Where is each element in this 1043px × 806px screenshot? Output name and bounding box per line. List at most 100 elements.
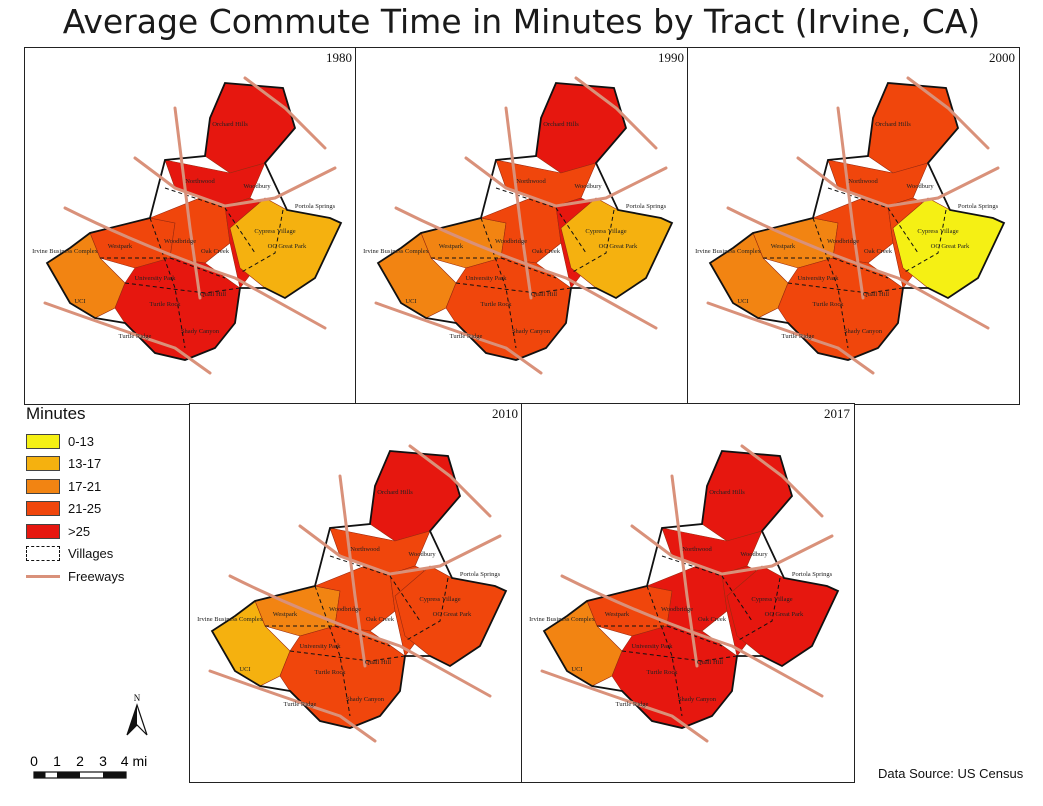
city-boundary bbox=[708, 82, 1006, 361]
place-label: Oak Creek bbox=[864, 248, 893, 255]
legend: Minutes 0-13 13-17 17-21 21-25 >25 Villa… bbox=[26, 404, 186, 588]
place-label: University Park bbox=[466, 275, 508, 282]
legend-title: Minutes bbox=[26, 404, 86, 423]
legend-swatch bbox=[26, 523, 60, 539]
legend-item: 21-25 bbox=[26, 498, 186, 521]
place-label: Orchard Hills bbox=[377, 489, 413, 496]
village-boundary bbox=[289, 650, 406, 662]
place-label: OC Great Park bbox=[268, 243, 307, 250]
place-label: OC Great Park bbox=[599, 243, 638, 250]
legend-item: >25 bbox=[26, 520, 186, 543]
village-boundary bbox=[621, 650, 738, 662]
place-label: Turtle Ridge bbox=[782, 333, 815, 340]
legend-item: 17-21 bbox=[26, 475, 186, 498]
place-label: Orchard Hills bbox=[212, 121, 248, 128]
place-label: Westpark bbox=[108, 243, 133, 250]
place-label: Portola Springs bbox=[295, 203, 336, 210]
freeway-line bbox=[836, 106, 865, 300]
village-boundary bbox=[124, 282, 241, 294]
place-label: University Park bbox=[300, 643, 342, 650]
villages-swatch bbox=[26, 546, 60, 562]
village-boundary bbox=[265, 625, 391, 647]
village-boundary bbox=[149, 217, 186, 349]
freeway-line bbox=[408, 444, 492, 518]
place-label: Northwood bbox=[516, 178, 546, 185]
village-boundary bbox=[646, 585, 683, 717]
place-label: Turtle Rock bbox=[150, 301, 182, 308]
place-label: Oak Creek bbox=[532, 248, 561, 255]
freeway-line bbox=[796, 156, 1000, 208]
legend-swatch bbox=[26, 501, 60, 517]
place-label: Cypress Village bbox=[419, 596, 460, 603]
freeway-line bbox=[740, 444, 824, 518]
village-boundary bbox=[763, 257, 889, 279]
freeway-line bbox=[133, 156, 337, 208]
map-panel-2010: 2010 Orchard Hills Northwood Woodbury Westp… bbox=[189, 403, 523, 783]
place-label: Turtle Rock bbox=[813, 301, 845, 308]
place-label: University Park bbox=[798, 275, 840, 282]
place-label: Woodbridge bbox=[495, 238, 527, 245]
freeway-line bbox=[630, 524, 834, 576]
place-label: Turtle Ridge bbox=[450, 333, 483, 340]
village-boundary bbox=[404, 577, 449, 642]
place-label: Cypress Village bbox=[751, 596, 792, 603]
place-label: Orchard Hills bbox=[709, 489, 745, 496]
legend-swatch bbox=[26, 433, 60, 449]
village-boundary bbox=[736, 577, 781, 642]
data-source: Data Source: US Census bbox=[878, 766, 1024, 781]
place-label: Westpark bbox=[273, 611, 298, 618]
freeway-line bbox=[726, 206, 990, 330]
place-label: Woodbury bbox=[740, 551, 768, 558]
place-label: Shady Canyon bbox=[181, 328, 220, 335]
legend-freeways: Freeways bbox=[26, 565, 186, 588]
place-label: OC Great Park bbox=[765, 611, 804, 618]
place-label: UCI bbox=[239, 666, 250, 673]
map-panel-2000: 2000 Orchard Hills Northwood Woodbury Westp… bbox=[687, 47, 1020, 405]
place-label: Cypress Village bbox=[917, 228, 958, 235]
freeway-line bbox=[464, 156, 668, 208]
scale-tick: 4 mi bbox=[121, 753, 147, 769]
freeway-line bbox=[670, 474, 699, 668]
place-label: Westpark bbox=[771, 243, 796, 250]
freeway-line bbox=[338, 474, 367, 668]
freeway-line bbox=[228, 574, 492, 698]
place-label: Orchard Hills bbox=[875, 121, 911, 128]
village-boundary bbox=[455, 282, 572, 294]
place-label: Shady Canyon bbox=[678, 696, 717, 703]
place-label: Woodbridge bbox=[661, 606, 693, 613]
place-label: Cypress Village bbox=[585, 228, 626, 235]
freeway-line bbox=[298, 524, 502, 576]
freeway-line bbox=[173, 106, 202, 300]
place-label: Northwood bbox=[682, 546, 712, 553]
place-label: University Park bbox=[632, 643, 674, 650]
place-label: Woodbridge bbox=[329, 606, 361, 613]
freeway-line bbox=[394, 206, 658, 330]
village-boundary bbox=[787, 282, 904, 294]
tract-map: Orchard Hills Northwood Woodbury Westpark Wo… bbox=[529, 444, 840, 743]
place-label: Portola Springs bbox=[626, 203, 667, 210]
legend-villages: Villages bbox=[26, 543, 186, 566]
panel-year: 1990 bbox=[658, 50, 684, 65]
place-label: Turtle Rock bbox=[481, 301, 513, 308]
place-label: Portola Springs bbox=[958, 203, 999, 210]
freeway-line bbox=[574, 76, 658, 150]
place-label: Westpark bbox=[439, 243, 464, 250]
place-label: OC Great Park bbox=[931, 243, 970, 250]
city-boundary bbox=[45, 82, 343, 361]
place-label: Westpark bbox=[605, 611, 630, 618]
place-label: Quail Hill bbox=[531, 291, 557, 298]
place-label: UCI bbox=[737, 298, 748, 305]
legend-item: 13-17 bbox=[26, 453, 186, 476]
freeway-line bbox=[706, 301, 875, 375]
map-panel-2017: 2017 Orchard Hills Northwood Woodbury Westp… bbox=[521, 403, 855, 783]
village-boundary bbox=[480, 217, 517, 349]
panel-year: 1980 bbox=[326, 50, 352, 65]
map-title: Average Commute Time in Minutes by Tract… bbox=[62, 2, 981, 41]
tract-map: Orchard Hills Northwood Woodbury Westpark Wo… bbox=[695, 76, 1006, 375]
tract-map: Orchard Hills Northwood Woodbury Westpark Wo… bbox=[32, 76, 343, 375]
legend-swatch bbox=[26, 478, 60, 494]
place-label: Irvine Business Complex bbox=[695, 248, 761, 255]
place-label: Northwood bbox=[350, 546, 380, 553]
city-boundary bbox=[376, 82, 674, 361]
city-boundary bbox=[542, 450, 840, 729]
